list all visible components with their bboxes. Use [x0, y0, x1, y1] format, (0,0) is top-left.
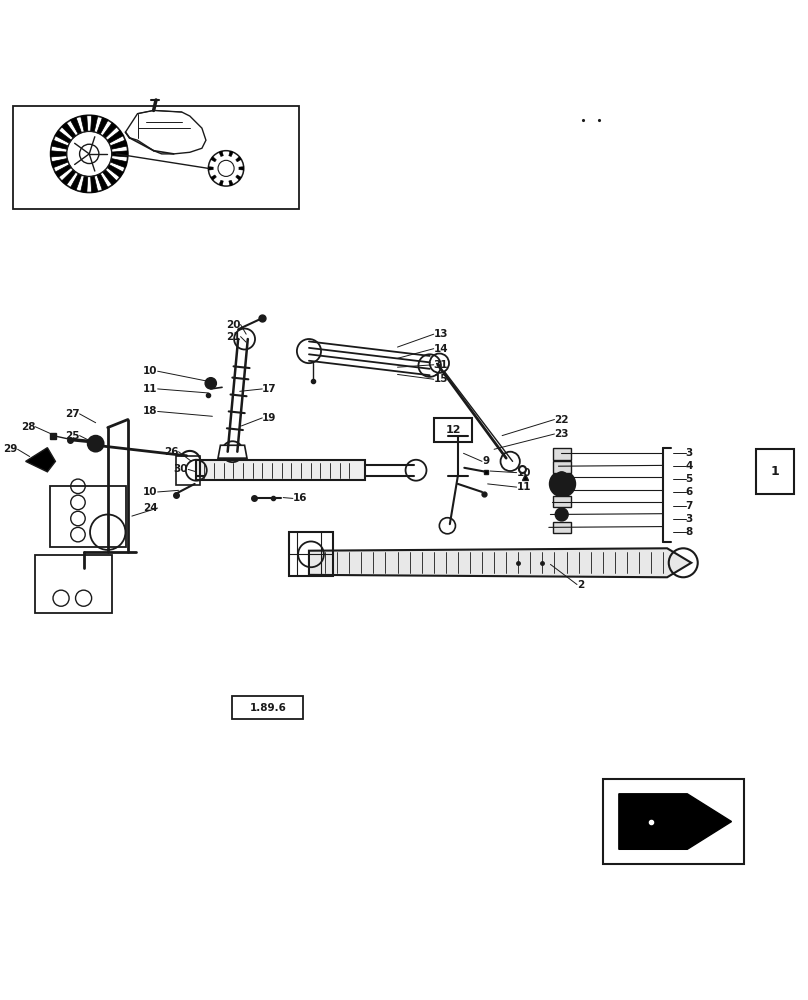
- Polygon shape: [219, 180, 223, 186]
- Text: 2: 2: [577, 580, 584, 590]
- Polygon shape: [61, 123, 76, 138]
- Bar: [553, 496, 570, 507]
- Polygon shape: [97, 174, 108, 190]
- Polygon shape: [211, 175, 217, 180]
- Polygon shape: [218, 445, 247, 458]
- Text: 11: 11: [143, 384, 158, 394]
- Polygon shape: [309, 548, 692, 577]
- Circle shape: [549, 471, 575, 497]
- Polygon shape: [97, 118, 108, 134]
- Bar: [13, 106, 298, 209]
- Circle shape: [555, 508, 568, 521]
- Text: 15: 15: [434, 374, 448, 384]
- Text: 4: 4: [686, 461, 693, 471]
- Text: 17: 17: [263, 384, 277, 394]
- Bar: [288, 532, 333, 576]
- Polygon shape: [619, 794, 731, 849]
- Polygon shape: [110, 140, 127, 149]
- Polygon shape: [81, 176, 88, 192]
- Polygon shape: [112, 151, 128, 157]
- Bar: [603, 779, 743, 864]
- Text: 31: 31: [434, 360, 448, 370]
- Polygon shape: [26, 448, 56, 472]
- Text: 6: 6: [686, 487, 693, 497]
- Text: 18: 18: [143, 406, 158, 416]
- Text: 5: 5: [686, 474, 693, 484]
- Polygon shape: [107, 165, 124, 177]
- Text: 20: 20: [226, 320, 241, 330]
- Polygon shape: [103, 123, 117, 138]
- Text: 9: 9: [482, 456, 489, 466]
- Bar: [755, 449, 794, 494]
- Text: 1: 1: [771, 465, 780, 478]
- Circle shape: [87, 436, 103, 452]
- Polygon shape: [70, 174, 82, 190]
- Text: 13: 13: [434, 329, 448, 339]
- Text: 29: 29: [3, 444, 18, 454]
- Circle shape: [556, 477, 569, 490]
- Text: 3: 3: [686, 514, 693, 524]
- Polygon shape: [70, 118, 82, 134]
- Polygon shape: [55, 130, 71, 143]
- Polygon shape: [219, 151, 223, 157]
- Text: 14: 14: [434, 344, 448, 354]
- Polygon shape: [236, 175, 242, 180]
- Text: 27: 27: [65, 409, 79, 419]
- Text: 19: 19: [263, 413, 276, 423]
- Circle shape: [555, 472, 568, 485]
- Text: 7: 7: [686, 501, 693, 511]
- Polygon shape: [107, 130, 124, 143]
- Polygon shape: [90, 115, 98, 132]
- Text: 11: 11: [516, 482, 531, 492]
- Bar: [176, 456, 200, 485]
- Text: 26: 26: [164, 447, 179, 457]
- Bar: [553, 461, 570, 473]
- Polygon shape: [90, 176, 98, 192]
- Text: 30: 30: [174, 464, 188, 474]
- Polygon shape: [55, 165, 71, 177]
- Polygon shape: [239, 167, 244, 170]
- Text: 12: 12: [445, 425, 461, 435]
- Bar: [434, 418, 473, 442]
- Polygon shape: [236, 157, 242, 162]
- Text: 21: 21: [226, 332, 241, 342]
- Bar: [233, 696, 303, 719]
- Bar: [36, 555, 112, 613]
- Polygon shape: [125, 110, 206, 154]
- Circle shape: [205, 378, 217, 389]
- Polygon shape: [61, 170, 76, 185]
- Text: 23: 23: [554, 429, 569, 439]
- Polygon shape: [52, 158, 68, 168]
- Text: 8: 8: [686, 527, 693, 537]
- Text: 22: 22: [554, 415, 569, 425]
- Text: 24: 24: [143, 503, 158, 513]
- Bar: [50, 486, 126, 547]
- Polygon shape: [103, 170, 117, 185]
- Text: 10: 10: [143, 366, 158, 376]
- Polygon shape: [208, 167, 213, 170]
- Text: 10: 10: [516, 468, 531, 478]
- Text: 16: 16: [292, 493, 307, 503]
- Text: 3: 3: [686, 448, 693, 458]
- Polygon shape: [110, 158, 127, 168]
- Bar: [553, 448, 570, 460]
- Text: 10: 10: [143, 487, 158, 497]
- Polygon shape: [81, 115, 88, 132]
- Text: 28: 28: [21, 422, 36, 432]
- Polygon shape: [52, 140, 68, 149]
- Text: 25: 25: [65, 431, 79, 441]
- Bar: [553, 522, 570, 533]
- Polygon shape: [229, 151, 234, 157]
- Polygon shape: [211, 157, 217, 162]
- Bar: [196, 460, 365, 480]
- Polygon shape: [229, 180, 234, 186]
- Text: 1.89.6: 1.89.6: [250, 703, 286, 713]
- Polygon shape: [51, 151, 67, 157]
